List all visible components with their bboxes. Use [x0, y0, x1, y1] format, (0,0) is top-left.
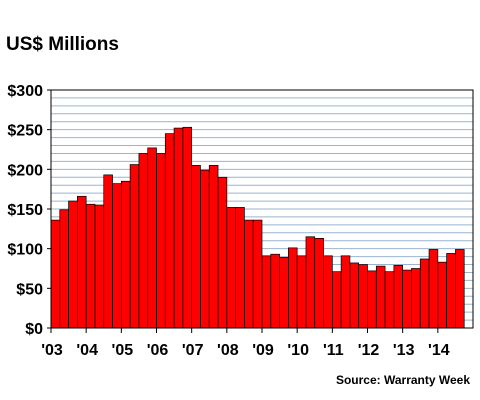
bar: [437, 261, 447, 329]
bar: [446, 253, 456, 329]
bar: [349, 262, 360, 329]
bar: [217, 176, 228, 329]
bar: [270, 253, 280, 329]
x-tick-label: '09: [252, 342, 274, 359]
y-tick-label: $50: [16, 281, 43, 298]
bar: [455, 249, 465, 329]
y-tick-label: $150: [7, 202, 43, 219]
bar: [68, 200, 78, 329]
bar: [200, 169, 210, 329]
bar: [367, 270, 377, 329]
x-tick-label: '07: [182, 342, 204, 359]
x-tick-label: '03: [41, 342, 63, 359]
bar: [182, 126, 193, 329]
x-axis: '03 '04 '05 '06 '07 '08 '09 '10 '11 '12 '13 '14: [41, 328, 450, 359]
bar: [393, 264, 404, 329]
x-tick-label: '05: [112, 342, 134, 359]
x-tick-label: '06: [147, 342, 169, 359]
x-tick-label: '12: [358, 342, 380, 359]
bar: [358, 264, 368, 329]
x-tick-label: '14: [428, 342, 450, 359]
bar: [147, 147, 157, 329]
bar: [50, 219, 61, 329]
bar: [375, 265, 386, 329]
bar: [120, 180, 131, 329]
bar: [138, 153, 149, 329]
bar: [164, 133, 175, 329]
bar: [191, 165, 201, 329]
bar: [103, 174, 113, 329]
bar: [129, 164, 140, 329]
x-tick-label: '10: [287, 342, 309, 359]
bar: [279, 257, 289, 329]
x-tick-label: '13: [393, 342, 415, 359]
bar: [428, 249, 439, 329]
bar: [226, 207, 236, 329]
bar: [112, 183, 122, 329]
bar: [85, 203, 96, 329]
bar: [261, 255, 272, 329]
bar: [340, 255, 351, 329]
bar: [244, 219, 254, 329]
x-tick-label: '11: [323, 342, 344, 359]
bar: [173, 127, 184, 329]
bar: [419, 258, 430, 329]
bar: [208, 165, 219, 329]
y-tick-label: $300: [7, 83, 43, 100]
bar: [296, 255, 307, 329]
bar: [402, 269, 412, 329]
x-tick-label: '04: [76, 342, 98, 359]
bar: [323, 255, 333, 329]
bars: [50, 126, 465, 329]
y-tick-label: $250: [7, 123, 43, 140]
bar: [411, 268, 421, 329]
bar: [156, 153, 166, 329]
y-tick-label: $0: [25, 321, 43, 338]
x-tick-label: '08: [217, 342, 239, 359]
y-axis: $0 $50 $100 $150 $200 $250 $300: [7, 83, 51, 338]
y-tick-label: $100: [7, 242, 43, 259]
bar: [59, 209, 69, 329]
bar: [384, 271, 395, 329]
y-tick-label: $200: [7, 162, 43, 179]
bar: [94, 204, 105, 329]
source-note: Source: Warranty Week: [336, 373, 470, 387]
bar: [288, 247, 298, 329]
bar: [235, 207, 245, 329]
bar: [77, 195, 87, 329]
bar: [252, 219, 263, 329]
chart-title: US$ Millions: [6, 34, 119, 55]
bar: [314, 238, 324, 329]
bar: [331, 271, 342, 329]
bar: [305, 236, 316, 329]
